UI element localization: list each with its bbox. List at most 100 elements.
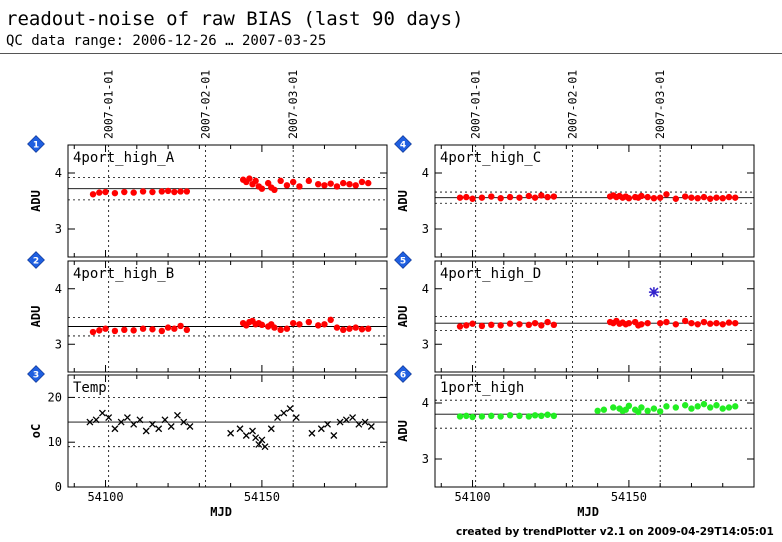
data-point xyxy=(719,321,726,328)
data-point xyxy=(258,436,266,444)
data-point xyxy=(340,179,347,187)
data-point xyxy=(625,319,633,327)
data-point xyxy=(242,432,250,439)
data-point xyxy=(111,425,119,433)
data-point xyxy=(506,412,514,419)
data-point xyxy=(258,185,266,192)
data-point xyxy=(663,191,670,198)
y-tick-label: 4 xyxy=(422,396,429,410)
date-tick-label: 2007-01-01 xyxy=(102,70,116,139)
data-point xyxy=(130,420,138,428)
data-point xyxy=(656,194,664,201)
footer-credit: created by trendPlotter v2.1 on 2009-04-… xyxy=(456,526,774,538)
data-point xyxy=(688,194,695,201)
data-point xyxy=(700,318,708,326)
y-tick-label: 4 xyxy=(55,282,62,296)
data-point xyxy=(638,321,645,328)
data-point xyxy=(92,416,100,424)
panel-badge xyxy=(394,251,412,269)
data-point xyxy=(719,405,726,412)
y-axis-label: ADU xyxy=(396,190,410,212)
data-point xyxy=(538,322,545,329)
panel-badge-number: 1 xyxy=(33,141,39,151)
x-tick-label: 54150 xyxy=(611,490,647,504)
panel-badge-number: 5 xyxy=(400,257,406,267)
data-point xyxy=(308,429,316,437)
data-point xyxy=(121,188,128,196)
data-point xyxy=(89,191,97,198)
panel-label: 4port_high_C xyxy=(440,150,541,166)
data-point xyxy=(164,187,172,195)
y-tick-label: 3 xyxy=(422,222,429,236)
data-point xyxy=(478,413,486,420)
data-point xyxy=(98,409,106,417)
data-point xyxy=(525,321,533,329)
data-point xyxy=(365,179,372,187)
data-point xyxy=(86,418,94,426)
data-point xyxy=(149,188,156,196)
data-point xyxy=(96,327,103,334)
panel-badge-number: 6 xyxy=(400,371,406,381)
data-point xyxy=(142,427,150,435)
data-point xyxy=(531,412,539,419)
panel-label: 4port_high_D xyxy=(440,266,541,282)
panel-badge-number: 3 xyxy=(33,371,39,381)
data-point xyxy=(725,319,733,326)
data-point xyxy=(177,188,184,195)
data-point xyxy=(346,325,353,332)
panel-label: Temp xyxy=(73,380,107,396)
data-point xyxy=(89,328,97,336)
panel-badge-number: 2 xyxy=(33,257,39,267)
data-point xyxy=(267,425,275,433)
data-point xyxy=(488,321,495,329)
data-point xyxy=(277,326,284,334)
x-axis-label: MJD xyxy=(577,505,599,519)
data-point xyxy=(246,175,253,182)
x-tick-label: 54150 xyxy=(244,490,280,504)
data-point xyxy=(361,418,369,426)
data-point xyxy=(694,403,701,410)
y-tick-label: 3 xyxy=(55,337,62,351)
data-point xyxy=(340,326,347,334)
data-point xyxy=(732,319,739,327)
data-point xyxy=(644,193,651,201)
y-tick-label: 3 xyxy=(55,222,62,236)
panel-frame xyxy=(434,374,755,488)
data-point xyxy=(117,418,125,426)
chart-title: readout-noise of raw BIAS (last 90 days) xyxy=(6,8,464,30)
data-point xyxy=(346,181,353,188)
data-point xyxy=(324,420,332,428)
data-point xyxy=(656,319,664,327)
y-tick-label: 4 xyxy=(422,282,429,296)
data-point xyxy=(550,412,558,420)
data-point xyxy=(280,409,288,417)
data-point xyxy=(105,414,113,422)
data-point xyxy=(155,425,163,433)
data-point xyxy=(174,411,181,419)
y-axis-label: oC xyxy=(29,424,43,438)
data-point xyxy=(317,425,325,433)
data-point xyxy=(274,414,281,422)
data-point xyxy=(732,403,739,410)
data-point xyxy=(227,429,235,437)
data-point xyxy=(321,182,328,189)
data-point xyxy=(516,321,523,328)
panel-frame xyxy=(67,260,388,373)
data-point xyxy=(186,423,194,430)
data-point xyxy=(531,319,539,327)
data-point xyxy=(139,325,147,332)
data-point xyxy=(367,423,375,430)
data-point xyxy=(171,188,178,196)
data-point xyxy=(148,420,156,428)
y-tick-label: 4 xyxy=(55,166,62,180)
panel-frame xyxy=(67,144,388,258)
data-point xyxy=(688,405,695,412)
data-point xyxy=(264,179,272,187)
data-point xyxy=(358,178,366,186)
data-point xyxy=(352,324,359,331)
data-point xyxy=(258,321,266,329)
data-point xyxy=(469,320,476,327)
data-point xyxy=(635,408,642,416)
data-point xyxy=(463,412,470,420)
data-point xyxy=(352,182,359,189)
